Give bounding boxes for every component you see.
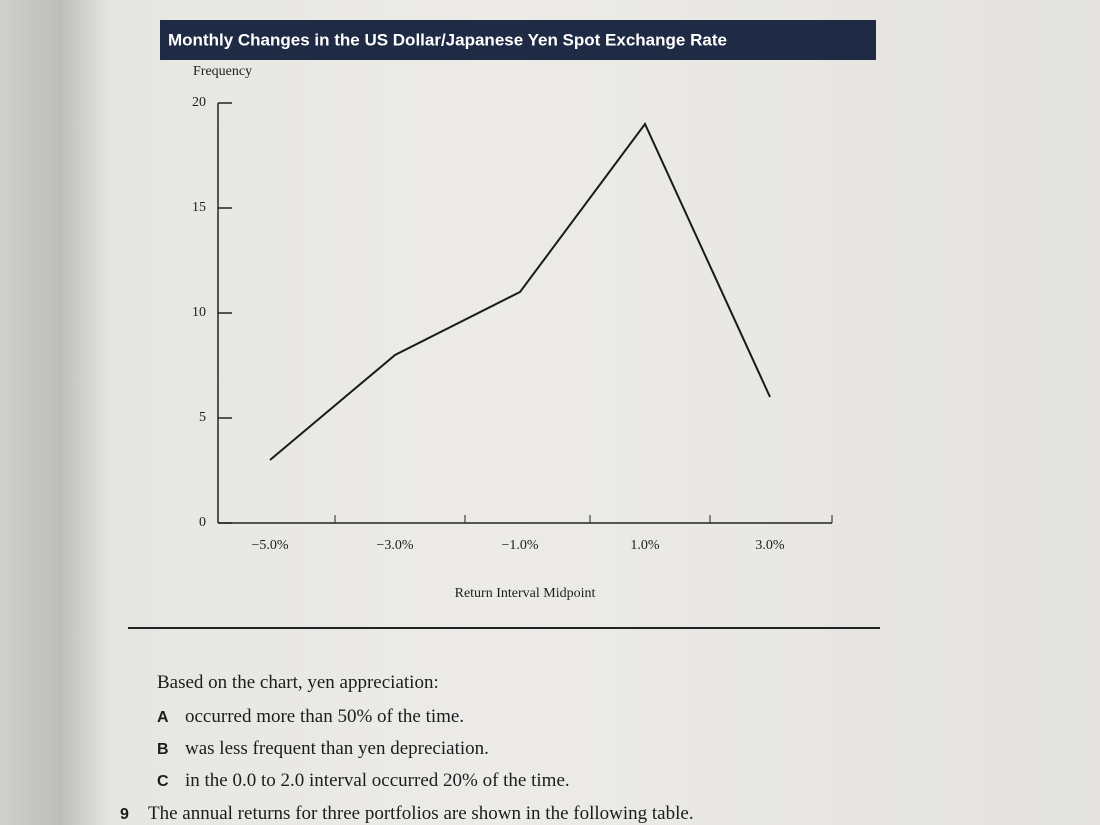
- next-question: 9 The annual returns for three portfolios…: [120, 803, 694, 825]
- chart-title: Monthly Changes in the US Dollar/Japanes…: [168, 30, 727, 49]
- x-tick-label: −3.0%: [376, 538, 413, 553]
- option-letter: C: [157, 773, 169, 790]
- option-text: in the 0.0 to 2.0 interval occurred 20% …: [185, 770, 570, 791]
- question-number: 9: [120, 806, 129, 823]
- x-axis-label: Return Interval Midpoint: [455, 586, 596, 601]
- y-tick-label: 15: [192, 200, 206, 215]
- x-tick-label: 1.0%: [630, 538, 660, 553]
- title-bar: [160, 20, 876, 60]
- option-letter: A: [157, 709, 169, 726]
- option-text: was less frequent than yen depreciation.: [185, 738, 489, 759]
- option-letter: B: [157, 741, 169, 758]
- y-tick-label: 10: [192, 305, 206, 320]
- y-tick-label: 0: [199, 515, 206, 530]
- y-axis-label: Frequency: [193, 64, 252, 79]
- chart: Monthly Changes in the US Dollar/Japanes…: [128, 20, 880, 629]
- x-tick-label: −5.0%: [251, 538, 288, 553]
- x-tick-label: 3.0%: [755, 538, 785, 553]
- option-text: occurred more than 50% of the time.: [185, 706, 465, 727]
- question-text: The annual returns for three portfolios …: [148, 803, 694, 824]
- frequency-line: [269, 122, 771, 461]
- y-tick-label: 20: [192, 95, 206, 110]
- x-tick-label: −1.0%: [501, 538, 538, 553]
- question-stem: Based on the chart, yen appreciation:: [157, 672, 439, 693]
- y-tick-label: 5: [199, 410, 206, 425]
